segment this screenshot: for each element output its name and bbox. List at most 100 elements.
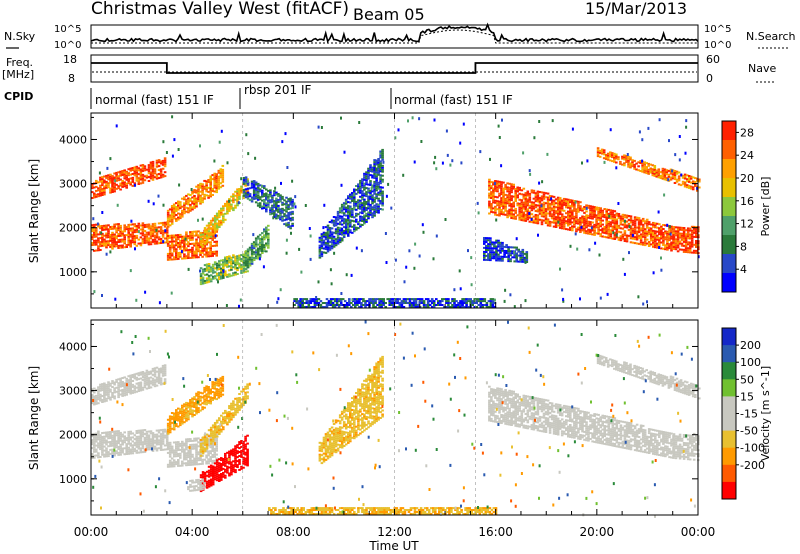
range-cell <box>336 212 340 215</box>
range-cell <box>145 381 149 384</box>
range-cell <box>211 190 214 192</box>
range-cell <box>99 395 102 398</box>
range-cell <box>135 382 139 385</box>
range-cell <box>230 205 233 208</box>
range-cell <box>615 220 619 223</box>
range-cell <box>207 278 211 281</box>
range-cell <box>209 195 212 198</box>
scatter-cell <box>405 265 408 269</box>
range-cell <box>343 304 347 306</box>
range-cell <box>665 177 669 180</box>
range-cell <box>384 306 387 308</box>
range-cell <box>226 212 229 215</box>
range-cell <box>93 227 96 230</box>
range-cell <box>93 399 96 402</box>
range-cell <box>305 302 309 304</box>
range-cell <box>550 221 554 224</box>
range-cell <box>375 163 378 166</box>
range-cell <box>492 211 495 214</box>
range-cell <box>107 433 110 436</box>
range-cell <box>359 205 362 208</box>
range-cell <box>515 254 518 257</box>
range-cell <box>514 200 517 202</box>
range-cell <box>258 237 262 240</box>
scatter-cell <box>642 302 645 306</box>
range-cell <box>694 185 697 187</box>
range-cell <box>195 232 198 235</box>
range-cell <box>351 192 354 194</box>
range-cell <box>319 300 323 303</box>
range-cell <box>267 240 270 243</box>
range-cell <box>324 246 328 248</box>
range-cell <box>503 251 506 254</box>
range-cell <box>236 255 239 258</box>
range-cell <box>340 239 344 242</box>
range-cell <box>103 242 106 245</box>
range-cell <box>220 219 223 222</box>
range-cell <box>695 230 698 233</box>
range-cell <box>609 153 612 156</box>
range-cell <box>285 216 288 219</box>
range-cell <box>197 256 200 259</box>
range-cell <box>209 278 213 281</box>
range-cell <box>611 213 615 216</box>
range-cell <box>336 236 340 239</box>
range-cell <box>145 223 149 226</box>
range-cell <box>230 274 233 277</box>
range-cell <box>222 219 225 222</box>
range-cell <box>573 225 576 228</box>
range-cell <box>242 259 246 262</box>
range-cell <box>520 203 524 206</box>
range-cell <box>111 450 114 453</box>
range-cell <box>506 202 509 205</box>
range-cell <box>613 154 616 157</box>
range-cell <box>111 227 114 230</box>
range-cell <box>97 436 100 439</box>
range-cell <box>674 246 678 249</box>
range-cell <box>305 300 309 303</box>
range-cell <box>151 178 155 181</box>
range-cell <box>221 170 225 173</box>
range-cell <box>93 243 96 246</box>
range-cell <box>686 231 690 234</box>
range-cell <box>633 218 637 221</box>
range-cell <box>195 254 198 257</box>
range-cell <box>217 185 221 188</box>
range-cell <box>95 223 98 226</box>
range-cell <box>550 215 554 218</box>
range-cell <box>165 233 169 236</box>
range-cell <box>95 243 98 246</box>
range-cell <box>318 252 322 255</box>
range-cell <box>569 215 572 217</box>
range-cell <box>353 206 356 209</box>
range-cell <box>375 159 378 162</box>
range-cell <box>593 214 596 216</box>
range-cell <box>256 184 260 187</box>
range-cell <box>344 222 348 225</box>
range-cell <box>170 212 174 215</box>
range-cell <box>155 177 159 180</box>
range-cell <box>127 235 130 238</box>
range-cell <box>211 235 214 238</box>
range-cell <box>135 390 139 393</box>
range-cell <box>187 241 190 244</box>
range-cell <box>101 232 104 235</box>
range-cell <box>342 220 346 223</box>
range-cell <box>139 178 143 181</box>
range-cell <box>599 219 602 222</box>
range-cell <box>406 302 410 304</box>
range-cell <box>115 237 118 240</box>
range-cell <box>123 228 126 231</box>
range-cell <box>185 247 188 250</box>
range-cell <box>177 244 180 246</box>
range-cell <box>522 211 526 214</box>
scatter-cell <box>538 181 541 185</box>
range-cell <box>571 209 574 212</box>
range-cell <box>145 369 149 372</box>
range-cell <box>93 241 96 244</box>
range-cell <box>183 249 186 252</box>
range-cell <box>238 262 241 265</box>
range-cell <box>97 402 100 405</box>
range-cell <box>518 204 521 207</box>
range-cell <box>619 162 622 165</box>
